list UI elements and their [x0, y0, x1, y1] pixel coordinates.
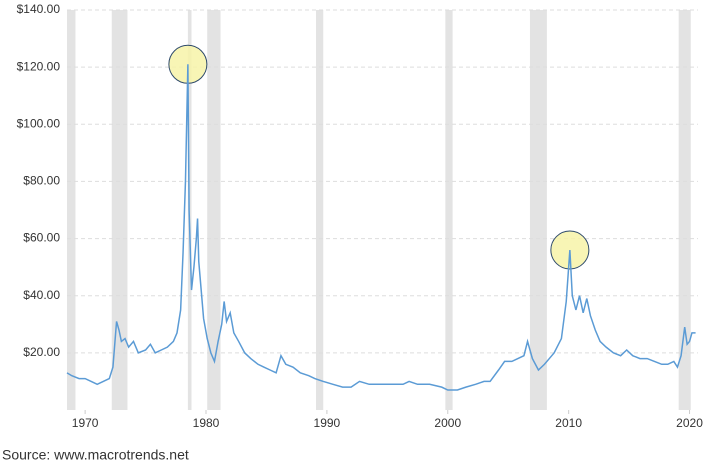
recession-band: [207, 10, 221, 410]
recession-band: [67, 10, 76, 410]
x-tick-label: 1970: [72, 416, 99, 430]
y-tick-label: $40.00: [23, 288, 60, 302]
y-tick-label: $120.00: [17, 59, 61, 73]
recession-band: [111, 10, 128, 410]
y-tick-label: $100.00: [17, 116, 61, 130]
recession-band: [316, 10, 324, 410]
recession-band: [678, 10, 691, 410]
recession-band: [445, 10, 453, 410]
x-tick-label: 2010: [555, 416, 582, 430]
x-tick-label: 1990: [314, 416, 341, 430]
x-tick-label: 2000: [434, 416, 461, 430]
source-note: Source: www.macrotrends.net: [2, 447, 189, 463]
x-tick-label: 2020: [676, 416, 703, 430]
x-tick-label: 1980: [193, 416, 220, 430]
recession-band: [529, 10, 547, 410]
y-tick-label: $140.00: [17, 2, 61, 16]
data-line: [66, 64, 696, 391]
y-tick-label: $80.00: [23, 174, 60, 188]
y-tick-label: $20.00: [23, 345, 60, 359]
y-tick-label: $60.00: [23, 231, 60, 245]
